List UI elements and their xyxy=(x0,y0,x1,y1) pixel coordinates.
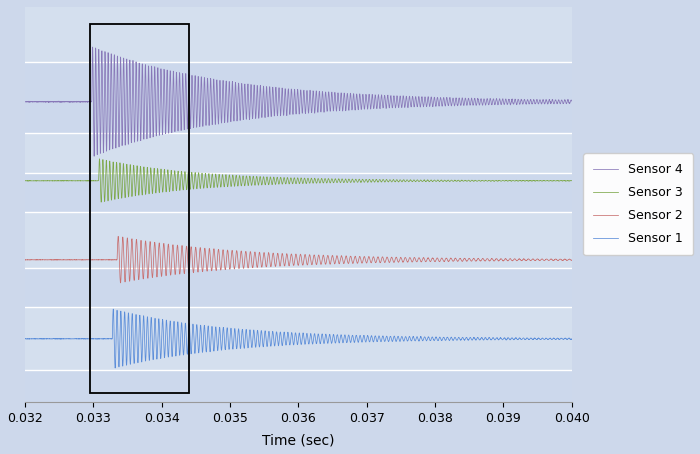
Sensor 4 xyxy=(88,44,97,50)
Legend: Sensor 4, Sensor 3, Sensor 2, Sensor 1: Sensor 4, Sensor 3, Sensor 2, Sensor 1 xyxy=(583,153,693,256)
Sensor 4 xyxy=(551,98,559,104)
Sensor 4 xyxy=(90,153,98,159)
Bar xyxy=(25,62,572,133)
Sensor 3 xyxy=(418,179,426,184)
Sensor 1 xyxy=(251,338,259,343)
Line: Sensor 3: Sensor 3 xyxy=(25,159,572,202)
Sensor 2 xyxy=(418,257,426,263)
Sensor 3 xyxy=(568,178,576,183)
Sensor 4 xyxy=(20,99,29,104)
Sensor 2 xyxy=(551,257,559,262)
Bar xyxy=(25,268,572,307)
Sensor 1 xyxy=(109,306,118,312)
Bar xyxy=(25,7,572,62)
Sensor 4 xyxy=(418,95,426,101)
Sensor 1 xyxy=(551,336,559,342)
Sensor 2 xyxy=(251,249,259,255)
Bar xyxy=(25,370,572,402)
Sensor 1 xyxy=(524,336,532,341)
X-axis label: Time (sec): Time (sec) xyxy=(262,433,335,447)
Sensor 4 xyxy=(251,96,259,101)
Bar xyxy=(90,25,189,393)
Sensor 4 xyxy=(255,111,263,116)
Sensor 1 xyxy=(111,365,120,371)
Sensor 3 xyxy=(95,156,104,162)
Sensor 2 xyxy=(20,257,29,262)
Sensor 2 xyxy=(255,250,263,256)
Sensor 3 xyxy=(97,199,106,205)
Sensor 2 xyxy=(114,234,122,239)
Sensor 3 xyxy=(524,178,532,184)
Line: Sensor 4: Sensor 4 xyxy=(25,47,572,156)
Sensor 3 xyxy=(20,178,29,183)
Sensor 2 xyxy=(116,280,125,286)
Sensor 3 xyxy=(281,178,289,183)
Sensor 4 xyxy=(281,88,289,94)
Sensor 2 xyxy=(524,257,532,262)
Sensor 3 xyxy=(251,182,259,188)
Sensor 4 xyxy=(524,97,532,103)
Sensor 3 xyxy=(551,178,559,183)
Line: Sensor 1: Sensor 1 xyxy=(25,309,572,368)
Sensor 1 xyxy=(568,336,576,341)
Sensor 2 xyxy=(568,257,576,263)
Sensor 1 xyxy=(418,338,426,343)
Line: Sensor 2: Sensor 2 xyxy=(25,237,572,283)
Sensor 3 xyxy=(255,178,263,184)
Bar xyxy=(25,212,572,268)
Bar xyxy=(25,307,572,370)
Sensor 4 xyxy=(568,99,576,104)
Sensor 2 xyxy=(281,262,289,268)
Sensor 1 xyxy=(20,336,29,341)
Sensor 1 xyxy=(281,334,289,339)
Bar xyxy=(25,133,572,173)
Bar xyxy=(25,173,572,212)
Sensor 1 xyxy=(255,344,263,349)
